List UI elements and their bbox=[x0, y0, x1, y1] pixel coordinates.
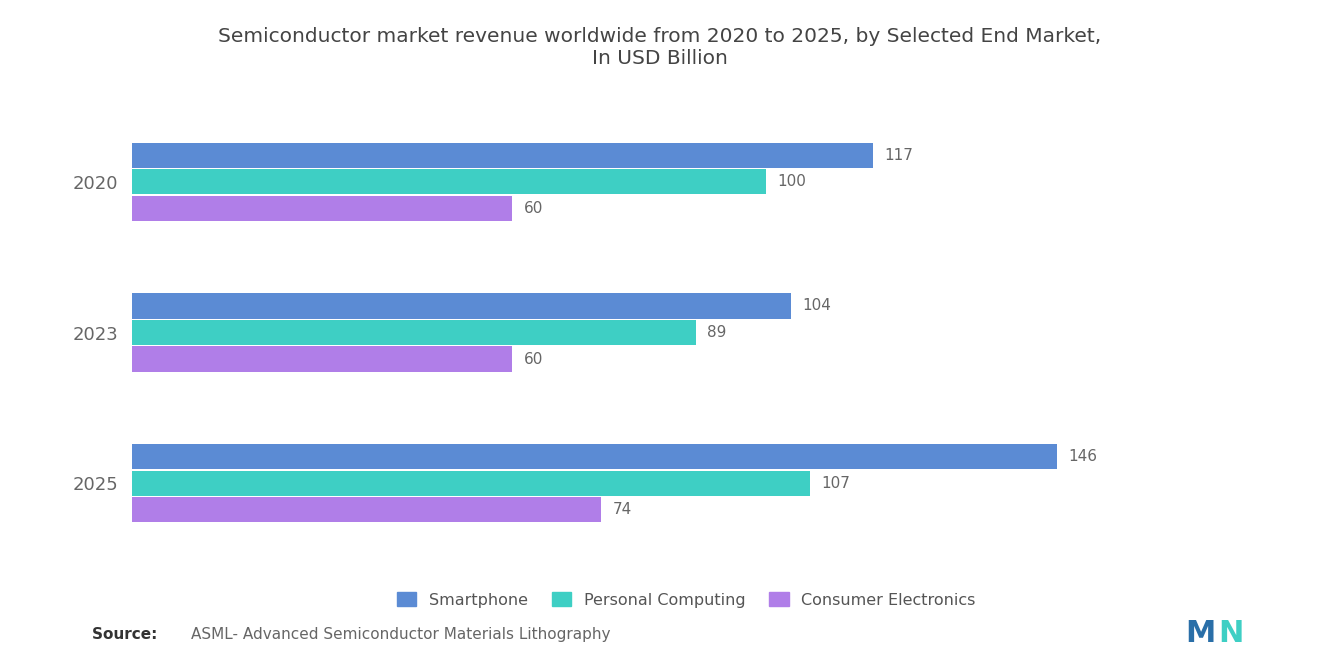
Text: N: N bbox=[1218, 619, 1243, 648]
Text: M: M bbox=[1185, 619, 1216, 648]
Text: 60: 60 bbox=[524, 201, 543, 215]
Text: 146: 146 bbox=[1068, 450, 1097, 464]
Text: 74: 74 bbox=[612, 502, 631, 517]
Bar bbox=[132, 196, 512, 221]
Bar bbox=[132, 346, 512, 372]
Bar bbox=[132, 169, 766, 194]
Text: 104: 104 bbox=[803, 299, 832, 313]
Bar bbox=[132, 320, 696, 345]
Text: Source:: Source: bbox=[92, 626, 164, 642]
Text: ASML- Advanced Semiconductor Materials Lithography: ASML- Advanced Semiconductor Materials L… bbox=[191, 626, 611, 642]
Bar bbox=[132, 143, 874, 168]
Bar bbox=[132, 293, 791, 319]
Text: 100: 100 bbox=[777, 174, 807, 190]
Text: 117: 117 bbox=[884, 148, 913, 163]
Legend: Smartphone, Personal Computing, Consumer Electronics: Smartphone, Personal Computing, Consumer… bbox=[391, 585, 982, 614]
Text: 60: 60 bbox=[524, 352, 543, 366]
Bar bbox=[132, 471, 810, 496]
Text: 89: 89 bbox=[708, 325, 727, 340]
Bar bbox=[132, 444, 1057, 469]
Text: Semiconductor market revenue worldwide from 2020 to 2025, by Selected End Market: Semiconductor market revenue worldwide f… bbox=[218, 27, 1102, 68]
Text: 107: 107 bbox=[821, 475, 850, 491]
Bar bbox=[132, 497, 601, 522]
